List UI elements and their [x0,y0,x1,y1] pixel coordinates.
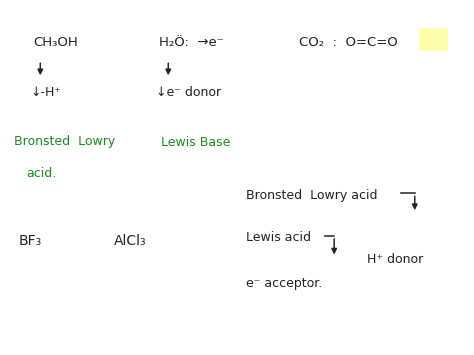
Text: CO₂  :  O=C=O: CO₂ : O=C=O [299,36,397,49]
Text: Bronsted  Lowry: Bronsted Lowry [14,136,116,148]
Text: AlCl₃: AlCl₃ [114,234,146,248]
Text: Lewis Base: Lewis Base [161,136,230,148]
Text: H₂Ö:  →e⁻: H₂Ö: →e⁻ [159,36,224,49]
Text: ↓-H⁺: ↓-H⁺ [31,86,62,99]
Text: Lewis acid: Lewis acid [246,231,311,244]
Text: ↓e⁻ donor: ↓e⁻ donor [156,86,221,99]
Text: BF₃: BF₃ [19,234,42,248]
Text: CH₃OH: CH₃OH [33,36,78,49]
Text: e⁻ acceptor.: e⁻ acceptor. [246,278,323,290]
Bar [419,28,448,51]
Text: H⁺ donor: H⁺ donor [367,253,424,266]
Text: Bronsted  Lowry acid: Bronsted Lowry acid [246,189,378,202]
Text: acid.: acid. [26,168,56,180]
